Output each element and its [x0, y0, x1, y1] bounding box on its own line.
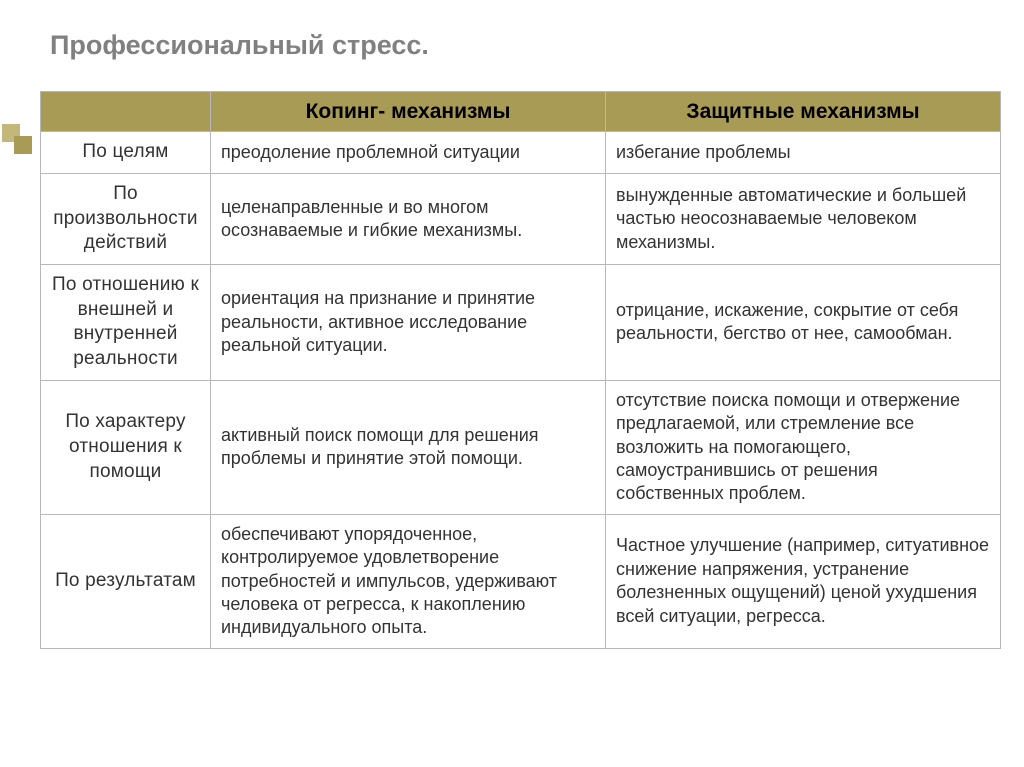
row-head: По целям [41, 132, 211, 174]
page-title: Профессиональный стресс. [50, 30, 984, 61]
cell-coping: целенаправленные и во многом осознаваемы… [211, 173, 606, 264]
table-header-coping: Копинг- механизмы [211, 92, 606, 132]
cell-defense: отрицание, искажение, сокрытие от себя р… [606, 265, 1001, 381]
decorative-squares [2, 124, 32, 152]
comparison-table: Копинг- механизмы Защитные механизмы По … [40, 91, 1001, 649]
cell-coping: преодоление проблемной ситуации [211, 132, 606, 174]
row-head: По произвольности действий [41, 173, 211, 264]
table-header-row: Копинг- механизмы Защитные механизмы [41, 92, 1001, 132]
cell-coping: активный поиск помощи для решения пробле… [211, 380, 606, 514]
table-header-defense: Защитные механизмы [606, 92, 1001, 132]
table-row: По отношению к внешней и внутренней реал… [41, 265, 1001, 381]
row-head: По характеру отношения к помощи [41, 380, 211, 514]
cell-defense: Частное улучшение (например, ситуативное… [606, 514, 1001, 648]
square-icon [14, 136, 32, 154]
cell-coping: ориентация на признание и принятие реаль… [211, 265, 606, 381]
table-row: По целям преодоление проблемной ситуации… [41, 132, 1001, 174]
cell-defense: избегание проблемы [606, 132, 1001, 174]
slide: Профессиональный стресс. Копинг- механиз… [0, 0, 1024, 669]
table-row: По результатам обеспечивают упорядоченно… [41, 514, 1001, 648]
table-row: По произвольности действий целенаправлен… [41, 173, 1001, 264]
table-row: По характеру отношения к помощи активный… [41, 380, 1001, 514]
table-header-blank [41, 92, 211, 132]
row-head: По результатам [41, 514, 211, 648]
cell-defense: вынужденные автоматические и большей час… [606, 173, 1001, 264]
row-head: По отношению к внешней и внутренней реал… [41, 265, 211, 381]
cell-coping: обеспечивают упорядоченное, контролируем… [211, 514, 606, 648]
cell-defense: отсутствие поиска помощи и отвержение пр… [606, 380, 1001, 514]
